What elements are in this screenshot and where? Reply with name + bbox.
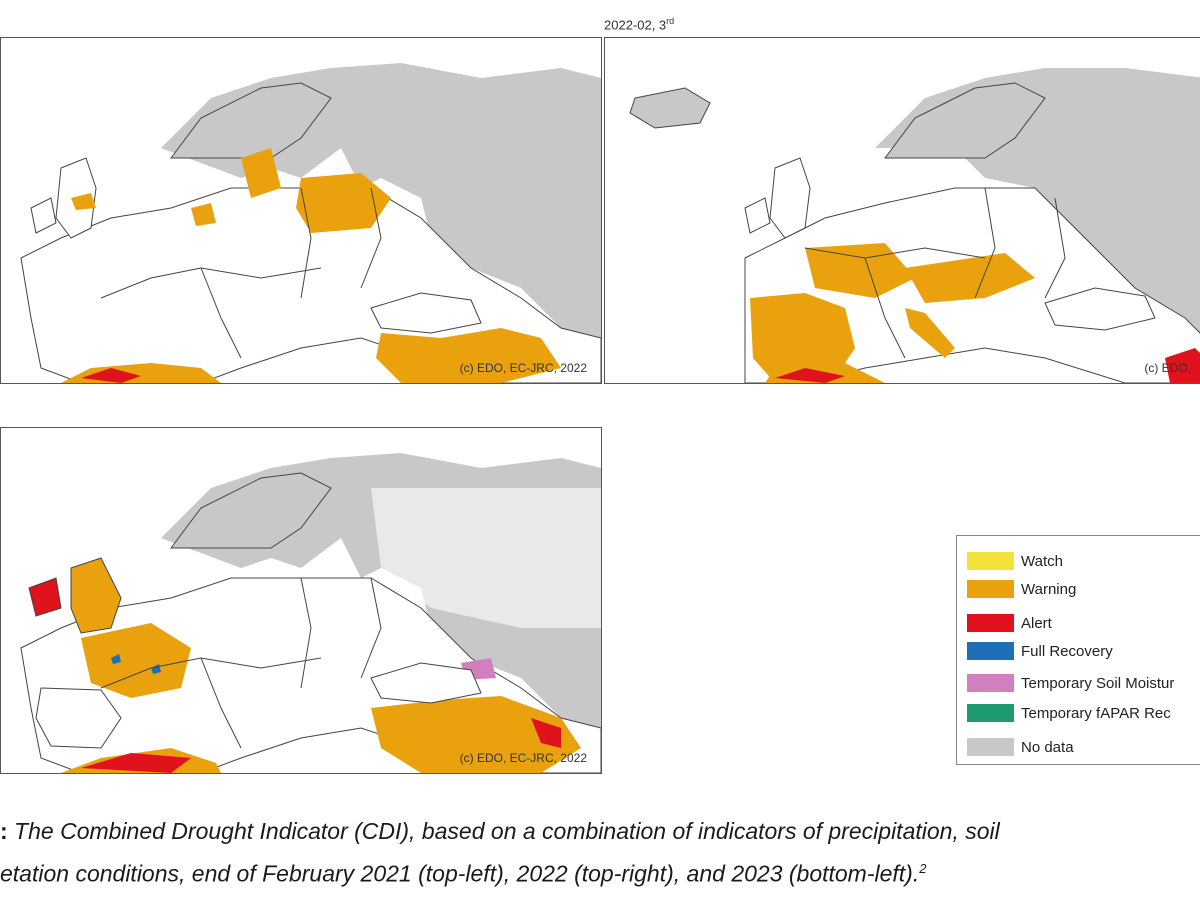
legend-label-temp-fapar: Temporary fAPAR Rec	[1021, 705, 1171, 722]
legend-label-warning: Warning	[1021, 581, 1077, 598]
date-label: 2022-02, 3rd	[604, 16, 675, 33]
map-legend: Watch Warning Alert Full Recovery Tempor…	[956, 535, 1200, 765]
map-2022-graphic	[629, 68, 1200, 383]
legend-item-temp-fapar: Temporary fAPAR Rec	[967, 702, 1200, 724]
map-2023: (c) EDO, EC-JRC, 2022	[0, 427, 602, 774]
legend-label-watch: Watch	[1021, 553, 1063, 570]
map-2022-copyright: (c) EDO,	[1144, 361, 1191, 375]
map-2023-graphic	[20, 453, 601, 773]
caption-text-1: The Combined Drought Indicator (CDI), ba…	[7, 818, 1000, 844]
legend-item-full-recovery: Full Recovery	[967, 640, 1200, 662]
map-2021-graphic	[20, 63, 601, 383]
caption-footnote: 2	[919, 861, 927, 876]
legend-item-alert: Alert	[967, 612, 1200, 634]
caption-line-1: : The Combined Drought Indicator (CDI), …	[0, 812, 1200, 850]
legend-label-temp-soil-moisture: Temporary Soil Moistur	[1021, 675, 1175, 692]
caption-text-2: etation conditions, end of February 2021…	[0, 860, 920, 887]
map-2021: (c) EDO, EC-JRC, 2022	[0, 37, 602, 384]
legend-swatch-temp-fapar	[967, 704, 1014, 722]
map-2022: (c) EDO,	[604, 37, 1200, 384]
legend-item-warning: Warning	[967, 578, 1200, 600]
legend-swatch-warning	[967, 580, 1014, 598]
legend-item-watch: Watch	[967, 550, 1200, 572]
map-2021-copyright: (c) EDO, EC-JRC, 2022	[459, 361, 587, 375]
legend-swatch-temp-soil-moisture	[967, 674, 1014, 692]
figure-caption: : The Combined Drought Indicator (CDI), …	[0, 812, 1200, 893]
legend-item-temp-soil-moisture: Temporary Soil Moistur	[967, 672, 1200, 694]
map-2023-copyright: (c) EDO, EC-JRC, 2022	[459, 751, 587, 765]
legend-label-no-data: No data	[1021, 739, 1074, 756]
legend-label-full-recovery: Full Recovery	[1021, 643, 1113, 660]
legend-swatch-no-data	[967, 738, 1014, 756]
legend-swatch-full-recovery	[967, 642, 1014, 660]
caption-line-2: etation conditions, end of February 2021…	[0, 850, 1200, 893]
caption-lead: :	[0, 818, 8, 844]
legend-item-no-data: No data	[967, 736, 1200, 758]
legend-label-alert: Alert	[1021, 615, 1052, 632]
legend-swatch-alert	[967, 614, 1014, 632]
legend-swatch-watch	[967, 552, 1014, 570]
